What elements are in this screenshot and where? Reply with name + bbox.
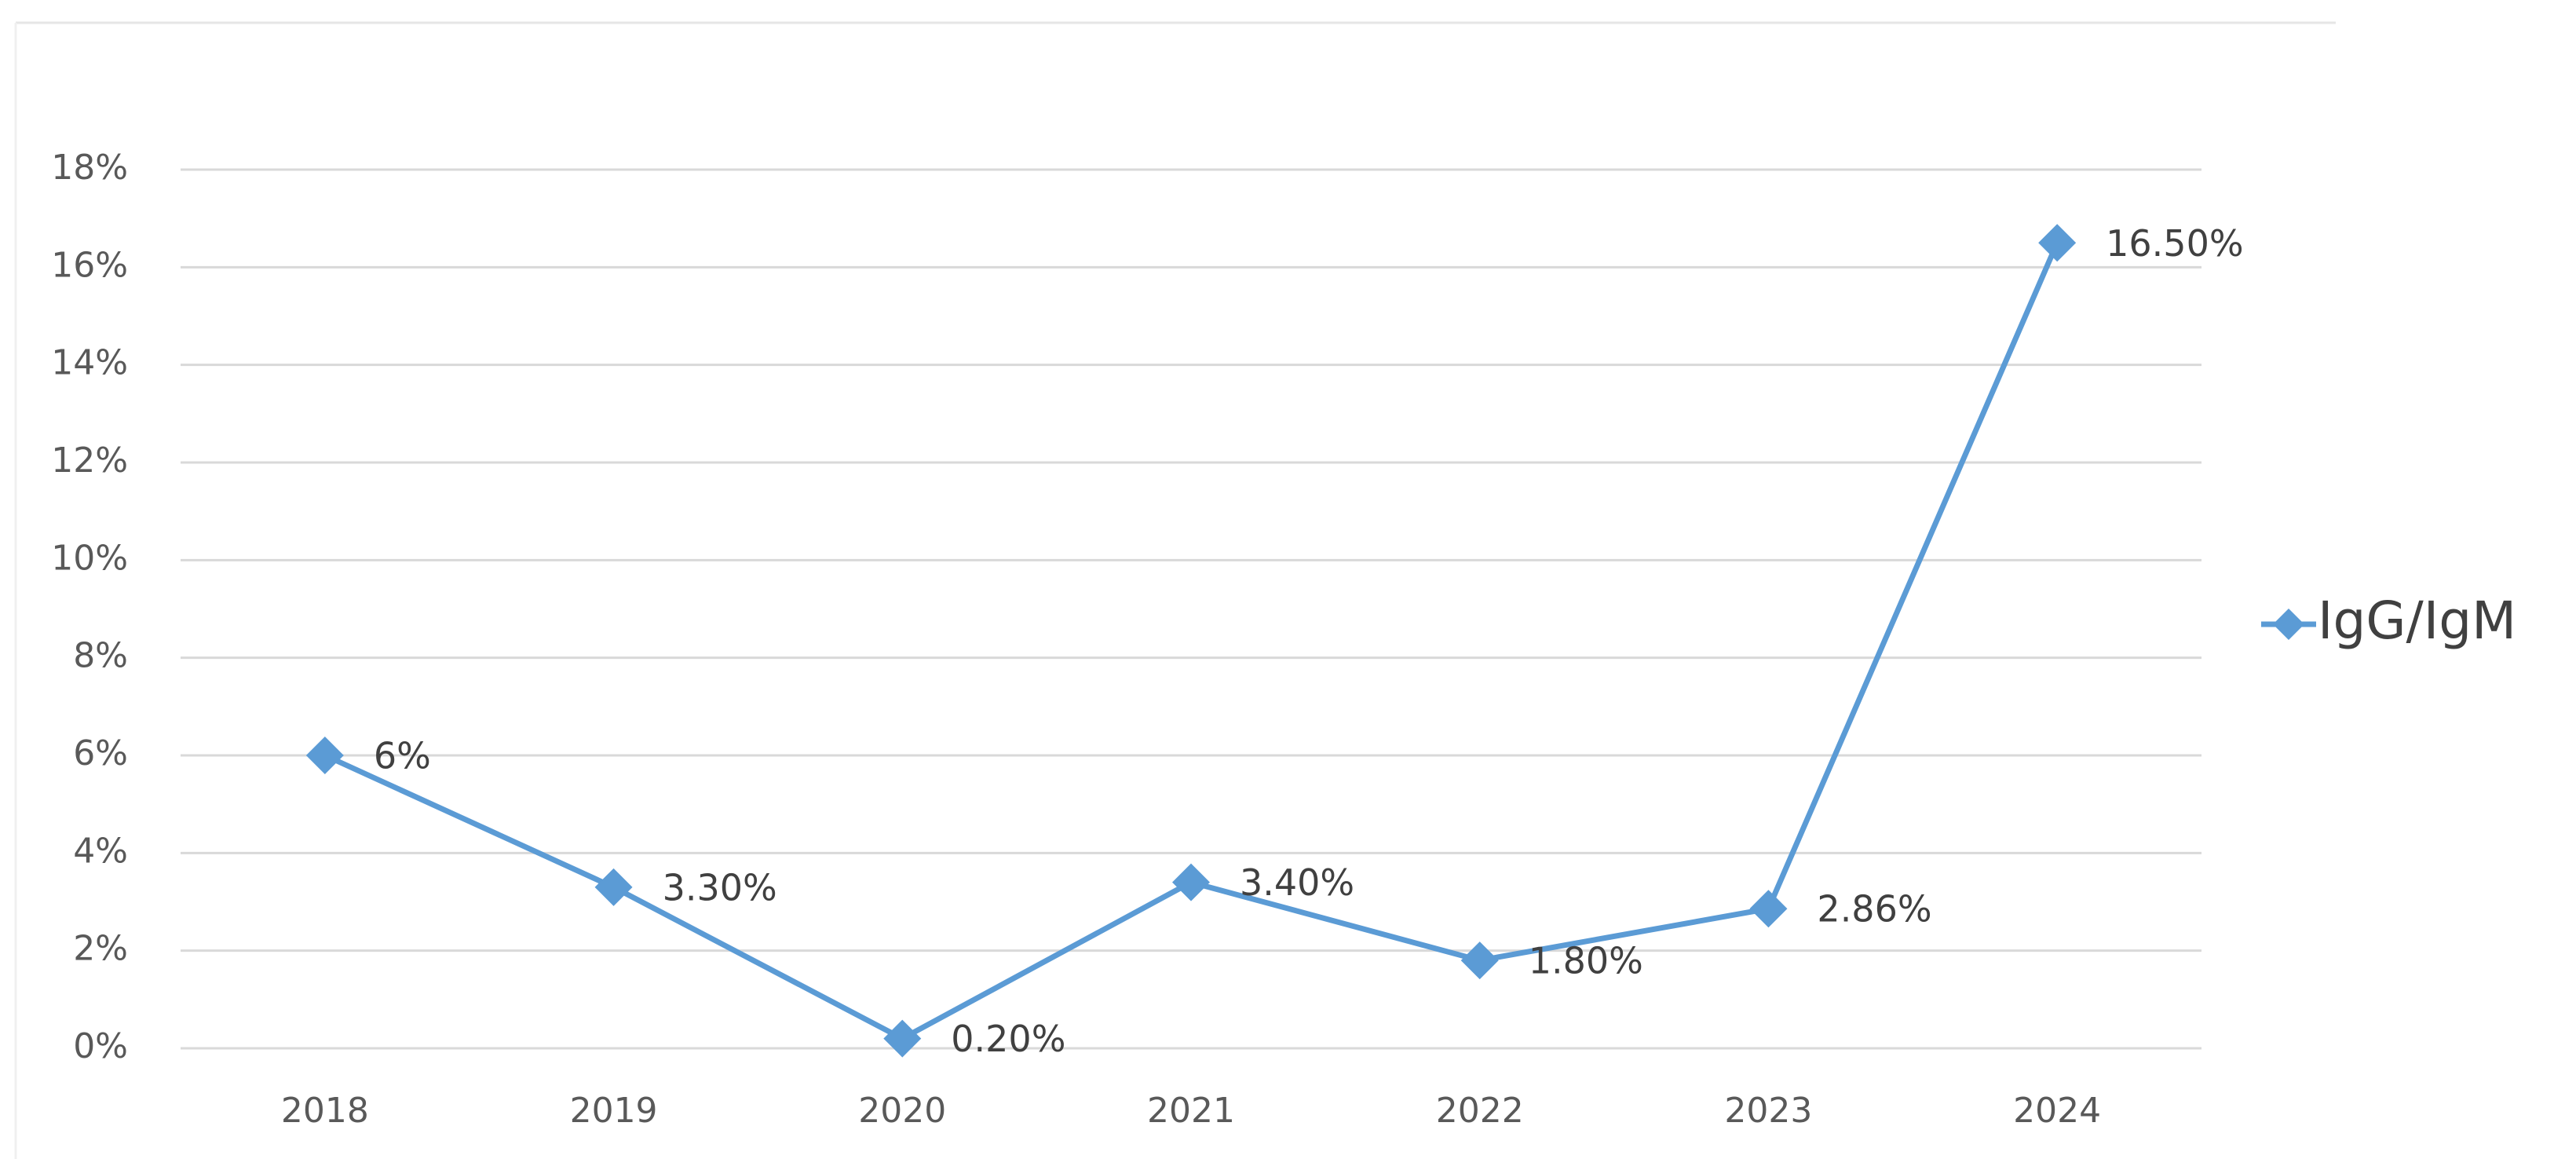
marker (1460, 941, 1499, 980)
y-tick-label: 18% (51, 148, 128, 188)
marker (305, 737, 344, 774)
y-tick-label: 16% (51, 245, 128, 285)
y-tick-label: 10% (51, 538, 128, 578)
x-tick-label: 2020 (858, 1091, 946, 1131)
y-tick-label: 12% (51, 441, 128, 481)
line (323, 241, 2060, 1042)
y-tick-label: 2% (73, 929, 128, 969)
y-tick-label: 0% (73, 1026, 128, 1066)
marker (594, 868, 633, 906)
x-tick-label: 2019 (570, 1091, 658, 1131)
data-label: 16.50% (2106, 222, 2243, 265)
x-tick-label: 2021 (1147, 1091, 1235, 1131)
marker (2038, 224, 2077, 262)
data-label: 6% (374, 735, 431, 777)
y-tick-label: 4% (73, 831, 128, 871)
y-tick-label: 6% (73, 733, 128, 773)
marker (1749, 890, 1788, 928)
legend-label: IgG/IgM (2318, 590, 2516, 651)
data-label: 3.30% (663, 866, 777, 909)
y-tick-label: 8% (73, 636, 128, 676)
x-tick-label: 2018 (281, 1091, 369, 1131)
marker (883, 1019, 922, 1058)
x-tick-label: 2024 (2013, 1091, 2101, 1131)
legend-marker (2273, 609, 2304, 640)
data-label: 0.20% (951, 1018, 1065, 1060)
marker (1172, 863, 1210, 901)
data-label: 1.80% (1529, 940, 1643, 982)
data-label: 2.86% (1817, 888, 1931, 930)
y-tick-label: 14% (51, 343, 128, 383)
data-label: 3.40% (1240, 861, 1354, 904)
x-tick-label: 2023 (1724, 1091, 1812, 1131)
x-tick-label: 2022 (1436, 1091, 1524, 1131)
